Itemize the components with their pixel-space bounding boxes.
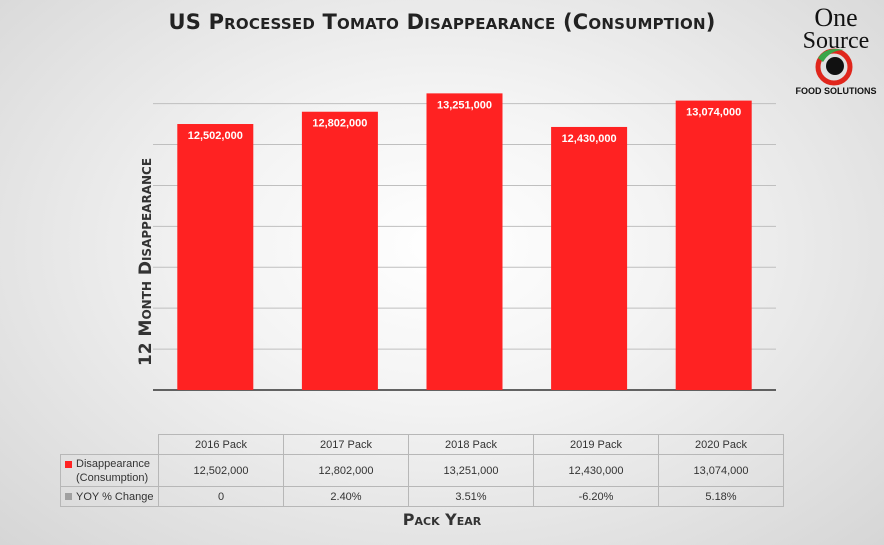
bar-2017-pack <box>301 111 378 391</box>
table-cell: 2.40% <box>283 486 409 507</box>
logo-tagline: FOOD SOLUTIONS <box>796 86 877 96</box>
logo-one-text: One <box>814 3 857 32</box>
data-label: 12,802,000 <box>312 118 367 130</box>
series-name: Disappearance (Consumption) <box>76 457 150 484</box>
y-axis-label: 12 Month Disappearance <box>136 157 156 367</box>
category-label: 2019 Pack <box>533 434 659 455</box>
category-label: 2017 Pack <box>283 434 409 455</box>
table-cell: 5.18% <box>658 486 784 507</box>
data-label: 13,251,000 <box>437 99 492 111</box>
bars <box>177 93 752 391</box>
category-label: 2018 Pack <box>408 434 534 455</box>
data-table-row-disappearance: Disappearance (Consumption) 12,502,000 1… <box>60 454 784 487</box>
table-cell: 13,251,000 <box>408 454 534 487</box>
table-cell: 12,502,000 <box>158 454 284 487</box>
data-table-corner <box>60 434 159 455</box>
series-legend-yoy: YOY % Change <box>60 486 159 507</box>
category-label: 2016 Pack <box>158 434 284 455</box>
table-cell: 12,430,000 <box>533 454 659 487</box>
one-source-logo: One Source FOOD SOLUTIONS <box>796 3 877 96</box>
data-table: 2016 Pack 2017 Pack 2018 Pack 2019 Pack … <box>60 434 784 507</box>
data-table-row-yoy: YOY % Change 0 2.40% 3.51% -6.20% 5.18% <box>60 486 784 507</box>
logo-green-swoosh <box>818 49 844 62</box>
data-label: 12,430,000 <box>562 133 617 145</box>
chart-title: US Processed Tomato Disappearance (Consu… <box>168 10 716 34</box>
legend-key-gray <box>65 493 72 501</box>
table-cell: 0 <box>158 486 284 507</box>
category-label: 2020 Pack <box>658 434 784 455</box>
data-label: 12,502,000 <box>188 130 243 142</box>
data-label: 13,074,000 <box>686 107 741 119</box>
legend-key-red <box>65 460 72 468</box>
data-table-header-row: 2016 Pack 2017 Pack 2018 Pack 2019 Pack … <box>60 434 784 455</box>
table-cell: 3.51% <box>408 486 534 507</box>
x-axis-label: Pack Year <box>402 510 482 529</box>
bar-2016-pack <box>177 124 254 390</box>
bar-2019-pack <box>551 126 628 391</box>
series-name: YOY % Change <box>76 490 154 503</box>
series-legend-disappearance: Disappearance (Consumption) <box>60 454 159 487</box>
bar-2020-pack <box>675 100 752 390</box>
bar-labels: 12,502,000 12,802,000 13,251,000 12,430,000… <box>188 99 741 145</box>
table-cell: -6.20% <box>533 486 659 507</box>
bar-2018-pack <box>426 93 503 391</box>
table-cell: 12,802,000 <box>283 454 409 487</box>
table-cell: 13,074,000 <box>658 454 784 487</box>
logo-black-dot <box>826 57 844 75</box>
